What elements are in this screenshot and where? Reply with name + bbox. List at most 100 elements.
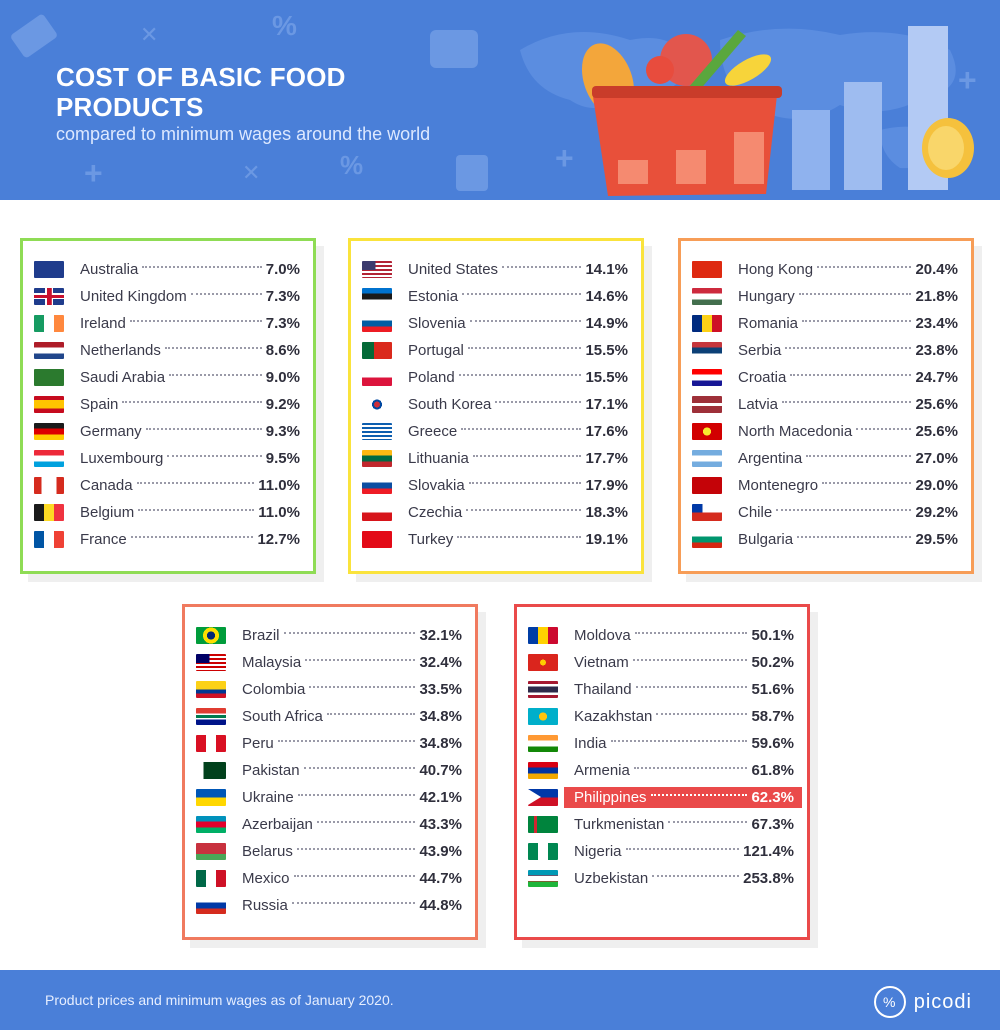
dot-leader: [316, 820, 416, 823]
dot-leader: [668, 820, 748, 823]
footnote: Product prices and minimum wages as of J…: [45, 992, 394, 1008]
flag-fr-icon: [34, 531, 64, 548]
price-tag-icon: [9, 13, 59, 59]
plus-icon: +: [555, 140, 574, 176]
list-item: Luxembourg 9.5%: [34, 445, 300, 472]
cost-percentage: 7.3%: [265, 288, 300, 305]
flag-ca-icon: [34, 477, 64, 494]
country-name: Mexico: [242, 870, 290, 887]
country-name: Pakistan: [242, 762, 300, 779]
cost-percentage: 17.9%: [585, 477, 628, 494]
basket-icon: [581, 30, 782, 196]
country-name: Slovenia: [408, 315, 466, 332]
list-item: Malaysia 32.4%: [196, 649, 462, 676]
flag-bg-icon: [692, 531, 722, 548]
cost-percentage: 27.0%: [915, 450, 958, 467]
cost-percentage: 121.4%: [743, 843, 794, 860]
flag-gr-icon: [362, 423, 392, 440]
flag-be-icon: [34, 504, 64, 521]
list-item: Romania 23.4%: [692, 310, 958, 337]
cost-percentage: 25.6%: [915, 423, 958, 440]
flag-pe-icon: [196, 735, 226, 752]
cost-percentage: 9.2%: [265, 396, 300, 413]
list-item: Croatia 24.7%: [692, 364, 958, 391]
cost-percentage: 50.1%: [751, 627, 794, 644]
cost-percentage: 58.7%: [751, 708, 794, 725]
cost-percentage: 14.6%: [585, 288, 628, 305]
country-name: Thailand: [574, 681, 632, 698]
dot-leader: [130, 535, 254, 538]
country-name: United States: [408, 261, 499, 278]
highlight-bar: [564, 787, 802, 808]
list-item: Lithuania 17.7%: [362, 445, 628, 472]
flag-lu-icon: [34, 450, 64, 467]
list-item: Spain 9.2%: [34, 391, 300, 418]
cost-percentage: 15.5%: [585, 342, 628, 359]
country-name: Canada: [80, 477, 133, 494]
country-name: Latvia: [738, 396, 779, 413]
dot-leader: [625, 847, 740, 850]
country-name: Belgium: [80, 504, 135, 521]
cost-percentage: 43.3%: [419, 816, 462, 833]
times-icon: ✕: [140, 22, 159, 47]
flag-ro-icon: [692, 315, 722, 332]
wallet-icon: [430, 30, 478, 68]
country-name: South Africa: [242, 708, 323, 725]
cost-percentage: 40.7%: [419, 762, 462, 779]
cost-percentage: 34.8%: [419, 735, 462, 752]
country-name: Slovakia: [408, 477, 465, 494]
dot-leader: [283, 631, 416, 634]
flag-hk-icon: [692, 261, 722, 278]
plus-icon: +: [84, 155, 103, 191]
dot-leader: [457, 535, 582, 538]
cost-percentage: 14.1%: [585, 261, 628, 278]
cost-percentage: 15.5%: [585, 369, 628, 386]
country-name: Hungary: [738, 288, 795, 305]
country-name: Serbia: [738, 342, 782, 359]
page-subtitle: compared to minimum wages around the wor…: [56, 124, 431, 144]
list-item: Philippines 62.3%: [528, 784, 802, 811]
dot-leader: [305, 658, 416, 661]
list-item: Portugal 15.5%: [362, 337, 628, 364]
list-item: Moldova 50.1%: [528, 622, 794, 649]
list-item: Brazil 32.1%: [196, 622, 462, 649]
cost-percentage: 23.4%: [915, 315, 958, 332]
cost-percentage: 29.5%: [915, 531, 958, 548]
flag-pk-icon: [196, 762, 226, 779]
cost-percentage: 24.7%: [915, 369, 958, 386]
cost-percentage: 11.0%: [258, 477, 300, 494]
list-item: United Kingdom 7.3%: [34, 283, 300, 310]
times-icon: ✕: [242, 160, 261, 185]
cost-percentage: 51.6%: [751, 681, 794, 698]
dot-leader: [610, 739, 748, 742]
country-name: France: [80, 531, 127, 548]
flag-au-icon: [34, 261, 64, 278]
country-name: Saudi Arabia: [80, 369, 166, 386]
country-name: United Kingdom: [80, 288, 187, 305]
list-item: Azerbaijan 43.3%: [196, 811, 462, 838]
dot-leader: [145, 427, 262, 430]
dot-leader: [650, 793, 748, 796]
list-item: Russia 44.8%: [196, 892, 462, 919]
cost-percentage: 7.0%: [265, 261, 300, 278]
cost-percentage: 62.3%: [751, 789, 794, 806]
cost-percentage: 44.7%: [419, 870, 462, 887]
country-name: Nigeria: [574, 843, 622, 860]
flag-nl-icon: [34, 342, 64, 359]
dot-leader: [817, 265, 912, 268]
flag-za-icon: [196, 708, 226, 725]
dot-leader: [633, 766, 748, 769]
flag-ru-icon: [196, 897, 226, 914]
cost-percentage: 42.1%: [419, 789, 462, 806]
list-item: India 59.6%: [528, 730, 794, 757]
list-item: Mexico 44.7%: [196, 865, 462, 892]
list-item: Estonia 14.6%: [362, 283, 628, 310]
flag-tr-icon: [362, 531, 392, 548]
country-name: Hong Kong: [738, 261, 814, 278]
dot-leader: [164, 346, 262, 349]
dot-leader: [169, 373, 262, 376]
list-item: Czechia 18.3%: [362, 499, 628, 526]
country-name: Peru: [242, 735, 274, 752]
flag-sa-icon: [34, 369, 64, 386]
country-name: Lithuania: [408, 450, 469, 467]
